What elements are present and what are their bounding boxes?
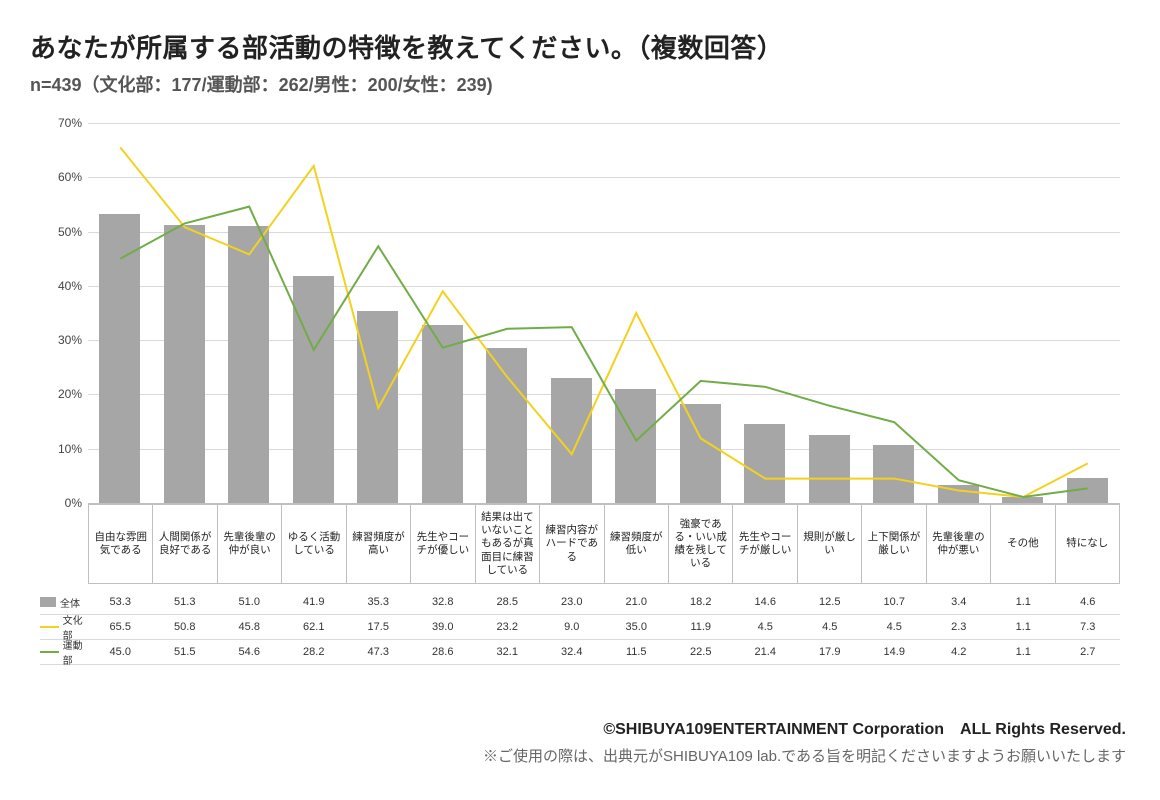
chart-y-tick-label: 0% — [42, 496, 82, 510]
footer-copyright: ©SHIBUYA109ENTERTAINMENT Corporation ALL… — [483, 715, 1126, 739]
chart-category-label: 練習頻度が低い — [604, 505, 668, 583]
chart-data-cell: 2.3 — [927, 621, 992, 633]
legend-label: 全体 — [60, 595, 80, 610]
chart-data-cell: 28.6 — [411, 646, 476, 658]
chart-category-label: その他 — [990, 505, 1054, 583]
chart-data-cell: 50.8 — [153, 621, 218, 633]
chart-category-label: 結果は出ていないこともあるが真面目に練習している — [475, 505, 539, 583]
chart-y-tick-label: 50% — [42, 225, 82, 239]
chart-category-label: 先輩後輩の仲が良い — [217, 505, 281, 583]
chart-category-label: ゆるく活動している — [281, 505, 345, 583]
chart-data-cell: 41.9 — [282, 596, 347, 608]
chart-data-cell: 17.9 — [798, 646, 863, 658]
chart-data-cell: 4.5 — [733, 621, 798, 633]
chart-category-label: 特になし — [1055, 505, 1120, 583]
chart-data-cell: 28.2 — [282, 646, 347, 658]
chart-y-tick-label: 70% — [42, 116, 82, 130]
chart-data-table: 全体 53.351.351.041.935.332.828.523.021.018… — [40, 590, 1120, 665]
chart-category-label: 人間関係が良好である — [152, 505, 216, 583]
chart-data-cell: 23.2 — [475, 621, 540, 633]
chart-y-tick-label: 20% — [42, 387, 82, 401]
chart-data-row-culture: 文化部65.550.845.862.117.539.023.29.035.011… — [40, 615, 1120, 640]
chart-data-cell: 11.9 — [669, 621, 734, 633]
chart-data-cell: 10.7 — [862, 596, 927, 608]
chart-category-label: 先生やコーチが優しい — [410, 505, 474, 583]
chart-category-label: 練習頻度が高い — [346, 505, 410, 583]
legend-item: 全体 — [40, 595, 88, 610]
chart-data-cell: 1.1 — [991, 621, 1056, 633]
chart-data-cell: 62.1 — [282, 621, 347, 633]
chart-data-cell: 53.3 — [88, 596, 153, 608]
chart-line-culture — [120, 147, 1088, 497]
chart-plot-area: 0%10%20%30%40%50%60%70% — [88, 123, 1120, 504]
chart-category-label: 練習内容がハードである — [539, 505, 603, 583]
chart-y-tick-label: 40% — [42, 279, 82, 293]
chart-data-cell: 51.3 — [153, 596, 218, 608]
chart-data-cell: 4.5 — [798, 621, 863, 633]
chart-data-cell: 51.5 — [153, 646, 218, 658]
chart-data-cell: 18.2 — [669, 596, 734, 608]
chart-data-cell: 39.0 — [411, 621, 476, 633]
chart-category-label: 強豪である・いい成績を残している — [668, 505, 732, 583]
chart-data-cell: 1.1 — [991, 596, 1056, 608]
footer-note: ※ご使用の際は、出典元がSHIBUYA109 lab.である旨を明記くださいます… — [483, 745, 1126, 766]
chart-data-cell: 7.3 — [1056, 621, 1121, 633]
chart-y-tick-label: 60% — [42, 170, 82, 184]
chart-data-cell: 9.0 — [540, 621, 605, 633]
chart-data-cell: 4.5 — [862, 621, 927, 633]
chart-category-label: 自由な雰囲気である — [88, 505, 152, 583]
chart-data-cell: 32.4 — [540, 646, 605, 658]
chart-data-cell: 35.3 — [346, 596, 411, 608]
legend-swatch-line-icon — [40, 626, 59, 628]
chart-data-cell: 35.0 — [604, 621, 669, 633]
chart-data-cell: 21.0 — [604, 596, 669, 608]
chart-data-row-cells: 53.351.351.041.935.332.828.523.021.018.2… — [88, 596, 1120, 608]
chart-category-label: 規則が厳しい — [797, 505, 861, 583]
legend-swatch-bar-icon — [40, 597, 56, 607]
page-subtitle: n=439（文化部：177/運動部：262/男性：200/女性：239) — [30, 71, 1130, 97]
chart-data-cell: 54.6 — [217, 646, 282, 658]
chart-data-cell: 51.0 — [217, 596, 282, 608]
chart-data-cell: 23.0 — [540, 596, 605, 608]
chart-data-row-cells: 45.051.554.628.247.328.632.132.411.522.5… — [88, 646, 1120, 658]
page-title: あなたが所属する部活動の特徴を教えてください。（複数回答） — [30, 28, 1130, 65]
chart-data-cell: 45.8 — [217, 621, 282, 633]
chart-category-row: 自由な雰囲気である人間関係が良好である先輩後輩の仲が良いゆるく活動している練習頻… — [88, 504, 1120, 584]
chart-data-cell: 45.0 — [88, 646, 153, 658]
chart-data-cell: 11.5 — [604, 646, 669, 658]
chart-data-cell: 4.2 — [927, 646, 992, 658]
footer: ©SHIBUYA109ENTERTAINMENT Corporation ALL… — [483, 715, 1126, 766]
legend-item: 運動部 — [40, 637, 88, 667]
chart-data-row-all: 全体 53.351.351.041.935.332.828.523.021.018… — [40, 590, 1120, 615]
chart-data-cell: 32.8 — [411, 596, 476, 608]
chart-lines — [88, 123, 1120, 503]
chart-data-row-cells: 65.550.845.862.117.539.023.29.035.011.94… — [88, 621, 1120, 633]
chart-data-cell: 2.7 — [1056, 646, 1121, 658]
chart-category-label: 先生やコーチが厳しい — [732, 505, 796, 583]
chart-line-sports — [120, 207, 1088, 497]
legend-label: 運動部 — [63, 637, 88, 667]
chart-data-cell: 12.5 — [798, 596, 863, 608]
chart-data-cell: 3.4 — [927, 596, 992, 608]
chart-data-cell: 17.5 — [346, 621, 411, 633]
chart-data-cell: 22.5 — [669, 646, 734, 658]
legend-swatch-line-icon — [40, 651, 59, 653]
chart-y-tick-label: 30% — [42, 333, 82, 347]
chart-data-cell: 28.5 — [475, 596, 540, 608]
chart-data-cell: 4.6 — [1056, 596, 1121, 608]
chart-data-row-sports: 運動部45.051.554.628.247.328.632.132.411.52… — [40, 640, 1120, 665]
chart-data-cell: 47.3 — [346, 646, 411, 658]
chart-data-cell: 65.5 — [88, 621, 153, 633]
chart-data-cell: 21.4 — [733, 646, 798, 658]
chart-data-cell: 1.1 — [991, 646, 1056, 658]
chart: 0%10%20%30%40%50%60%70% 自由な雰囲気である人間関係が良好… — [40, 123, 1120, 665]
chart-data-cell: 14.6 — [733, 596, 798, 608]
chart-category-label: 上下関係が厳しい — [861, 505, 925, 583]
chart-data-cell: 14.9 — [862, 646, 927, 658]
page-root: あなたが所属する部活動の特徴を教えてください。（複数回答） n=439（文化部：… — [0, 0, 1160, 800]
chart-category-label: 先輩後輩の仲が悪い — [926, 505, 990, 583]
chart-y-tick-label: 10% — [42, 442, 82, 456]
chart-data-cell: 32.1 — [475, 646, 540, 658]
